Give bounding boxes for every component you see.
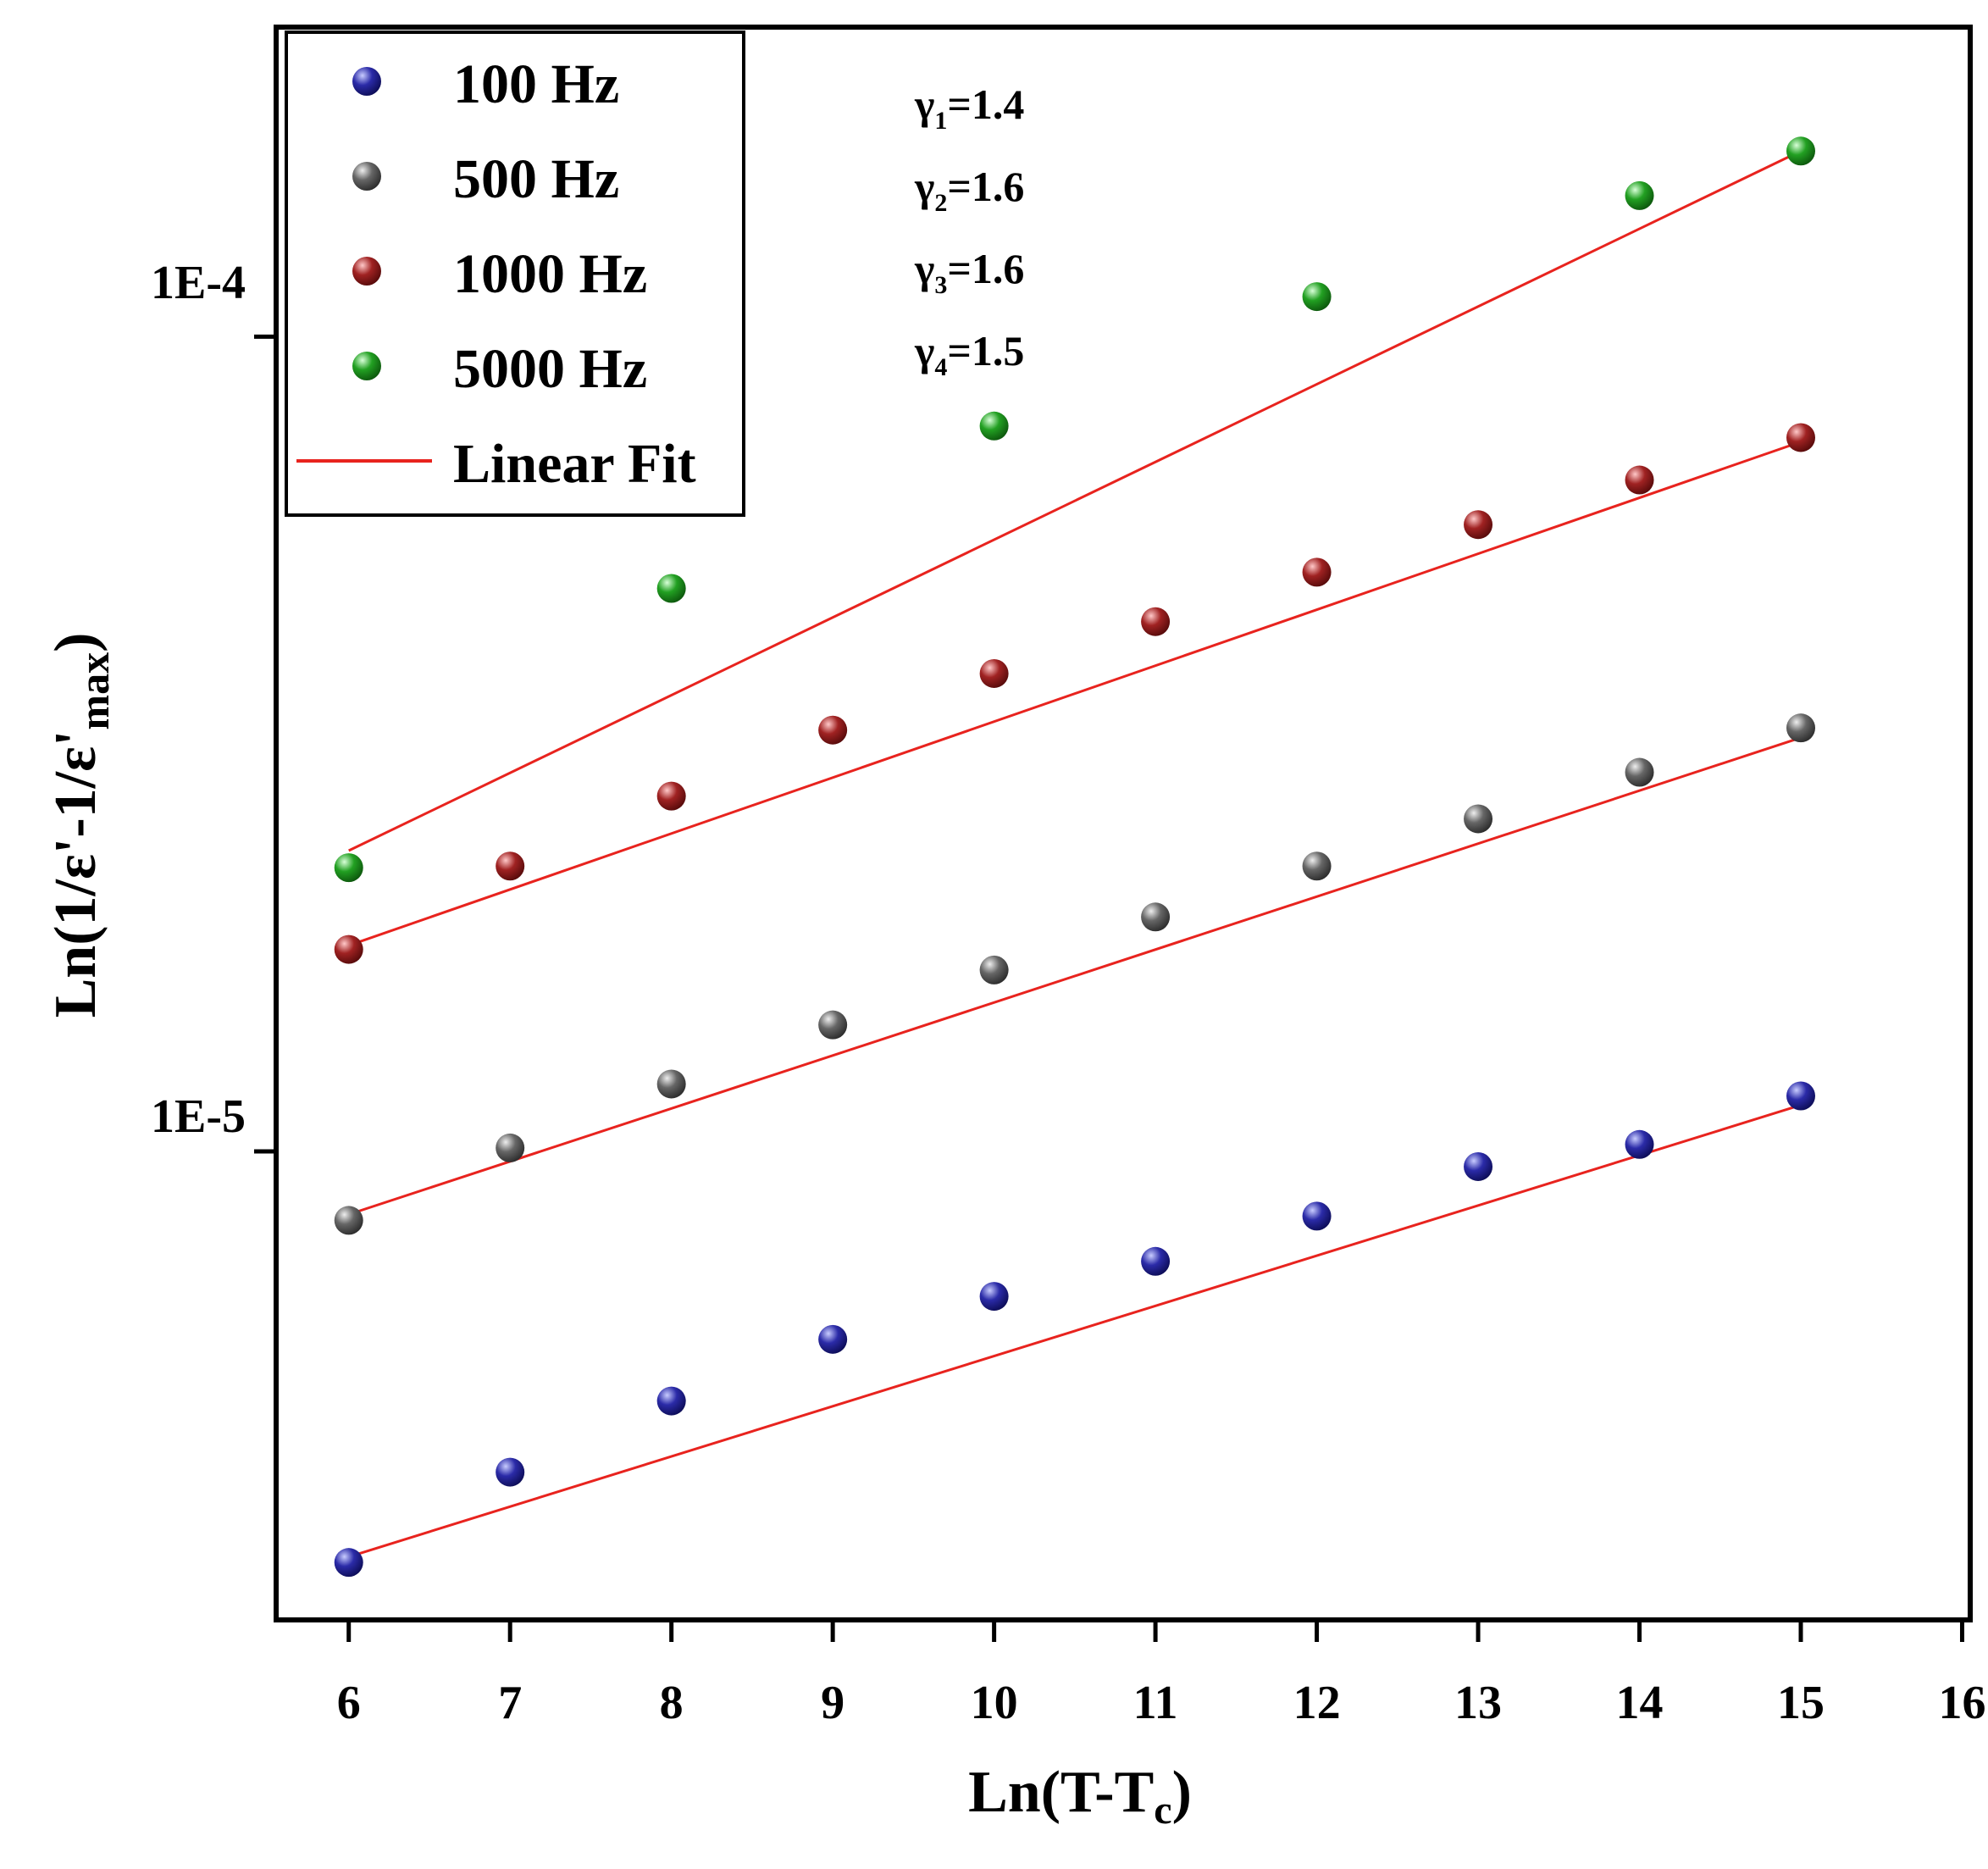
x-tick-label-6: 6: [337, 1677, 361, 1729]
point-100-hz-12: [1302, 1201, 1332, 1231]
point-100-hz-15: [1786, 1081, 1815, 1111]
legend-item-5000hz: 5000 Hz: [352, 338, 647, 400]
legend-label-1000hz: 1000 Hz: [453, 243, 647, 305]
point-5000-hz-12: [1302, 282, 1332, 312]
point-1000-hz-15: [1786, 423, 1815, 452]
point-500-hz-8: [656, 1069, 686, 1099]
point-100-hz-11: [1141, 1246, 1171, 1276]
point-500-hz-15: [1786, 713, 1815, 743]
point-1000-hz-10: [979, 658, 1009, 688]
legend-label-linear-fit: Linear Fit: [453, 433, 696, 495]
point-500-hz-9: [818, 1010, 848, 1040]
point-1000-hz-9: [818, 715, 848, 745]
point-500-hz-14: [1625, 757, 1654, 787]
legend-label-500hz: 500 Hz: [453, 148, 619, 210]
legend-marker-5000hz: [352, 352, 381, 380]
point-1000-hz-8: [656, 781, 686, 811]
legend-item-500hz: 500 Hz: [352, 148, 619, 210]
legend-label-100hz: 100 Hz: [453, 53, 619, 115]
fit-lines: [348, 149, 1802, 1558]
point-1000-hz-7: [496, 851, 525, 881]
point-100-hz-7: [496, 1457, 525, 1487]
plot-frame: [274, 25, 1973, 1622]
fit-line-5000-hz: [348, 149, 1802, 852]
x-tick-label-12: 12: [1293, 1677, 1341, 1729]
gamma-3: γ3=1.6: [914, 245, 1024, 299]
point-5000-hz-15: [1786, 136, 1815, 166]
gamma-annotations: γ1=1.4 γ2=1.6 γ3=1.6 γ4=1.5: [914, 80, 1024, 381]
fit-line-100-hz: [348, 1103, 1802, 1558]
axis-ticks: 6 7 8 9 10 11 12 13 14 15 16: [254, 334, 1985, 1729]
point-1000-hz-13: [1464, 510, 1493, 540]
x-tick-label-10: 10: [971, 1677, 1018, 1729]
point-100-hz-14: [1625, 1129, 1654, 1159]
gamma-4: γ4=1.5: [914, 327, 1024, 381]
point-500-hz-12: [1302, 851, 1332, 881]
fit-line-500-hz: [348, 736, 1802, 1216]
point-100-hz-9: [818, 1324, 848, 1354]
point-5000-hz-14: [1625, 180, 1654, 210]
legend-item-1000hz: 1000 Hz: [352, 243, 647, 305]
point-1000-hz-11: [1141, 607, 1171, 636]
legend: 100 Hz 500 Hz 1000 Hz 5000 Hz Linear Fit: [285, 31, 745, 517]
x-axis-title: Ln(T-Tc): [968, 1760, 1192, 1833]
x-tick-label-7: 7: [498, 1677, 522, 1729]
y-axis-title: Ln(1/ε'-1/ε'max): [43, 633, 118, 1018]
point-500-hz-13: [1464, 804, 1493, 834]
point-5000-hz-10: [979, 411, 1009, 441]
point-500-hz-11: [1141, 902, 1171, 932]
point-100-hz-8: [656, 1386, 686, 1416]
point-500-hz-6: [334, 1206, 363, 1235]
x-tick-label-8: 8: [660, 1677, 684, 1729]
legend-marker-500hz: [352, 162, 381, 191]
x-tick-label-11: 11: [1133, 1677, 1178, 1729]
point-100-hz-10: [979, 1282, 1009, 1312]
point-500-hz-10: [979, 955, 1009, 984]
point-1000-hz-12: [1302, 557, 1332, 587]
legend-item-linear-fit: Linear Fit: [296, 433, 696, 495]
gamma-2: γ2=1.6: [914, 163, 1024, 217]
x-tick-label-9: 9: [821, 1677, 844, 1729]
data-points: [334, 136, 1815, 1578]
legend-label-5000hz: 5000 Hz: [453, 338, 647, 400]
x-tick-label-14: 14: [1616, 1677, 1664, 1729]
y-tick-label-1e-5: 1E-5: [151, 1090, 246, 1143]
point-5000-hz-8: [656, 574, 686, 603]
fit-line-1000-hz: [348, 441, 1802, 947]
legend-marker-100hz: [352, 67, 381, 96]
legend-item-100hz: 100 Hz: [352, 53, 619, 115]
gamma-1: γ1=1.4: [914, 80, 1024, 135]
point-1000-hz-14: [1625, 465, 1654, 495]
point-5000-hz-6: [334, 853, 363, 883]
legend-marker-1000hz: [352, 257, 381, 286]
x-tick-label-15: 15: [1777, 1677, 1825, 1729]
point-500-hz-7: [496, 1133, 525, 1162]
x-tick-label-13: 13: [1454, 1677, 1502, 1729]
point-1000-hz-6: [334, 934, 363, 964]
y-tick-label-1e-4: 1E-4: [151, 257, 246, 309]
point-100-hz-13: [1464, 1151, 1493, 1181]
point-100-hz-6: [334, 1548, 363, 1578]
x-tick-label-16: 16: [1938, 1677, 1985, 1729]
